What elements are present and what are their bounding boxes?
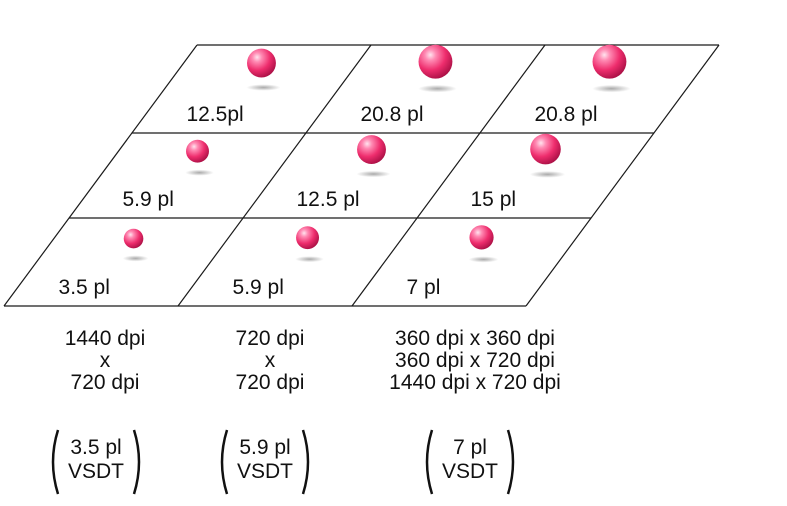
droplet-labels: 12.5pl 20.8 pl 20.8 pl 5.9 pl 12.5 pl 15 pl 3.…: [59, 103, 598, 299]
droplet-shadow: [122, 255, 149, 262]
droplet-size-label: 15 pl: [471, 188, 517, 211]
column-3-resolution: 360 dpi x 360 dpi 360 dpi x 720 dpi 1440…: [345, 328, 605, 394]
droplet-size-label: 3.5 pl: [59, 276, 110, 299]
droplet-grid: 12.5pl 20.8 pl 20.8 pl 5.9 pl 12.5 pl 15 pl 3.…: [3, 44, 720, 307]
column-3-line-1: 360 dpi x 360 dpi: [395, 327, 555, 350]
parenthesis-brackets: [220, 429, 310, 495]
droplet-size-label: 7 pl: [407, 276, 441, 299]
grid-column-line: [351, 44, 546, 307]
vsdt-1-label: VSDT: [67, 460, 124, 483]
droplet-size-label: 20.8 pl: [360, 103, 423, 126]
column-1-line-2: x: [99, 349, 111, 372]
ink-droplet: [418, 44, 453, 79]
droplet-shadow: [468, 256, 499, 263]
column-1-resolution: 1440 dpi x 720 dpi: [20, 328, 190, 394]
ink-droplet: [123, 228, 144, 249]
droplet-shadow: [185, 169, 214, 176]
ink-droplet: [247, 48, 276, 78]
ink-droplet: [592, 44, 627, 79]
grid-column-line: [525, 44, 720, 307]
droplet-shadows: [122, 84, 631, 263]
vsdt-2-label: VSDT: [236, 460, 293, 483]
droplet-shadow: [418, 84, 457, 93]
grid-column-line: [3, 44, 198, 307]
column-3-line-3: 1440 dpi x 720 dpi: [389, 371, 561, 394]
column-3-line-2: 360 dpi x 720 dpi: [395, 349, 555, 372]
droplet-size-label: 5.9 pl: [123, 188, 174, 211]
droplet-shadow: [246, 84, 281, 91]
vsdt-block-1: 3.5 pl VSDT: [48, 426, 144, 498]
droplet-size-label: 5.9 pl: [233, 276, 284, 299]
vsdt-block-3: 7 pl VSDT: [422, 426, 518, 498]
parenthesis-brackets: [425, 429, 515, 495]
column-2-line-2: x: [264, 349, 276, 372]
column-1-line-3: 720 dpi: [70, 371, 140, 394]
grid-lines: [3, 44, 720, 307]
droplet-size-label: 20.8 pl: [534, 103, 597, 126]
droplets: [123, 44, 627, 250]
droplet-shadow: [529, 171, 566, 178]
vsdt-1-size: 3.5 pl: [70, 436, 122, 459]
vsdt-2-size: 5.9 pl: [239, 436, 291, 459]
grid-column-line: [177, 44, 372, 307]
droplet-size-label: 12.5pl: [186, 103, 243, 126]
droplet-size-label: 12.5 pl: [297, 188, 360, 211]
droplet-shadow: [356, 170, 391, 178]
column-1-line-1: 1440 dpi: [64, 327, 146, 350]
vsdt-block-2: 5.9 pl VSDT: [217, 426, 313, 498]
column-2-line-3: 720 dpi: [235, 371, 305, 394]
ink-droplet: [186, 139, 209, 163]
droplet-shadow: [592, 84, 631, 93]
parenthesis-brackets: [51, 429, 141, 495]
vsdt-3-label: VSDT: [441, 460, 498, 483]
ink-droplet: [469, 225, 494, 250]
column-2-line-1: 720 dpi: [235, 327, 305, 350]
ink-droplet: [296, 226, 320, 250]
droplet-shadow: [295, 256, 324, 263]
vsdt-3-size: 7 pl: [453, 436, 487, 459]
ink-droplet: [530, 133, 561, 165]
ink-droplet: [357, 135, 386, 165]
column-2-resolution: 720 dpi x 720 dpi: [185, 328, 355, 394]
